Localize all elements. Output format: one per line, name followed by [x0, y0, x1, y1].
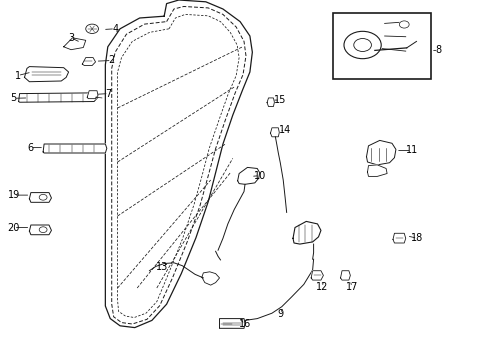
Polygon shape: [87, 91, 98, 99]
Circle shape: [399, 21, 409, 28]
Polygon shape: [105, 0, 252, 328]
Polygon shape: [29, 225, 51, 235]
Text: 19: 19: [8, 190, 20, 200]
Polygon shape: [368, 165, 387, 176]
Text: 4: 4: [112, 24, 118, 34]
Polygon shape: [64, 38, 86, 50]
Polygon shape: [82, 58, 96, 66]
Polygon shape: [19, 93, 98, 102]
Polygon shape: [220, 319, 245, 328]
Bar: [333, 13, 431, 79]
Text: 20: 20: [7, 222, 20, 233]
Text: 9: 9: [277, 309, 283, 319]
Text: 10: 10: [254, 171, 266, 181]
Text: 18: 18: [411, 233, 423, 243]
Text: 2: 2: [109, 55, 115, 66]
Text: 5: 5: [11, 93, 17, 103]
Polygon shape: [270, 128, 279, 137]
Text: 16: 16: [239, 319, 251, 329]
Text: 1: 1: [15, 71, 21, 81]
Text: 17: 17: [345, 282, 358, 292]
Text: 13: 13: [156, 262, 168, 272]
Polygon shape: [293, 221, 321, 244]
Text: 14: 14: [279, 125, 291, 135]
Text: 7: 7: [106, 89, 112, 99]
Circle shape: [344, 31, 381, 59]
Polygon shape: [267, 98, 274, 107]
Text: 3: 3: [68, 33, 74, 43]
Polygon shape: [341, 271, 350, 280]
Polygon shape: [29, 193, 51, 202]
Text: 12: 12: [316, 282, 329, 292]
Polygon shape: [43, 144, 107, 153]
Polygon shape: [24, 67, 69, 82]
Text: 11: 11: [405, 145, 417, 156]
Polygon shape: [393, 233, 406, 243]
Polygon shape: [220, 321, 234, 327]
Circle shape: [86, 24, 98, 33]
Polygon shape: [367, 140, 396, 165]
Text: 8: 8: [436, 45, 441, 55]
Polygon shape: [238, 167, 260, 184]
Text: 15: 15: [274, 95, 287, 105]
Polygon shape: [311, 271, 323, 280]
Text: 6: 6: [27, 143, 33, 153]
